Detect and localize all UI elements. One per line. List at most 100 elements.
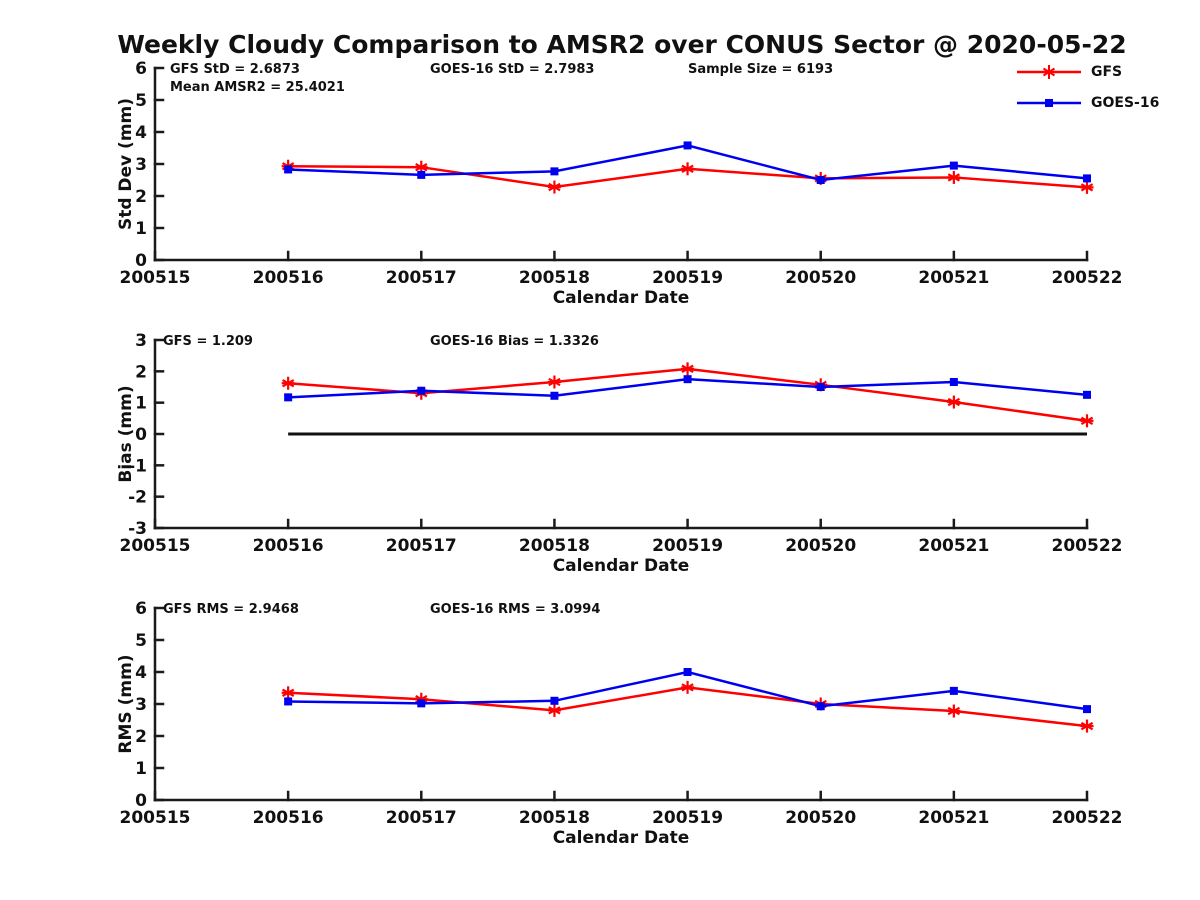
x-tick-label: 200519 [652,268,723,288]
annotation: GOES-16 Bias = 1.3326 [430,334,599,349]
gfs-marker [1080,180,1094,194]
y-tick-label: 5 [135,631,147,651]
goes16-marker [683,375,692,384]
x-tick-label: 200515 [120,536,191,556]
y-tick-label: 2 [135,362,147,382]
annotation: GFS StD = 2.6873 [170,62,300,77]
y-tick-label: 4 [135,123,147,143]
goes16-marker [816,383,825,391]
x-tick-label: 200521 [918,808,989,828]
y-tick-label: 4 [135,663,147,683]
x-tick-label: 200516 [253,536,324,556]
chart-title: Weekly Cloudy Comparison to AMSR2 over C… [117,30,1127,59]
gfs-marker [681,362,695,376]
x-tick-label: 200522 [1052,268,1123,288]
x-tick-label: 200519 [652,808,723,828]
x-tick-label: 200517 [386,808,457,828]
x-tick-label: 200517 [386,536,457,556]
legend-item-gfs: GFS [1015,60,1159,84]
x-tick-label: 200520 [785,536,856,556]
gfs-marker [681,162,695,176]
gfs-marker [281,376,295,390]
legend-item-goes16: GOES-16 [1015,91,1159,115]
x-axis-title: Calendar Date [553,828,690,848]
goes16-marker [417,170,426,179]
goes16-marker [1083,705,1091,714]
gfs-marker [947,395,961,409]
y-tick-label: 6 [135,59,147,79]
x-tick-label: 200518 [519,268,590,288]
x-tick-label: 200521 [918,268,989,288]
gfs-marker [281,686,295,700]
y-tick-label: 0 [135,425,147,445]
goes16-marker [683,141,692,150]
y-tick-label: -3 [128,519,147,539]
x-tick-label: 200516 [253,808,324,828]
goes16-marker [550,167,559,176]
gfs-line-asterisk-icon [1017,65,1081,79]
y-tick-label: 1 [135,219,147,239]
y-axis-title: Bias (mm) [116,385,136,482]
subplot-bias: -3 -2 -1 0 1 2 3 200515 200516 200517 200518 200519… [116,331,1122,576]
x-tick-label: 200520 [785,268,856,288]
goes16-marker [949,161,958,170]
x-tick-label: 200516 [253,268,324,288]
y-tick-label: 2 [135,727,147,747]
legend-label-gfs: GFS [1091,64,1123,80]
x-tick-label: 200515 [120,268,191,288]
gfs-marker [547,375,561,389]
annotation: GFS RMS = 2.9468 [163,602,299,617]
legend-label-goes16: GOES-16 [1091,95,1160,111]
goes16-marker [417,386,426,395]
annotation: GOES-16 RMS = 3.0994 [430,602,600,617]
gfs-marker [681,680,695,694]
goes16-marker [284,165,293,174]
x-tick-label: 200521 [918,536,989,556]
subplot-rms: 0 1 2 3 4 5 6 200515 200516 200517 200518 200519 200… [116,599,1122,848]
goes16-marker [417,699,426,708]
subplot-std-dev: 0 1 2 3 4 5 6 200515 200516 200517 200518 200519 200… [116,59,1122,308]
y-tick-label: -2 [128,488,147,508]
y-axis-title: Std Dev (mm) [116,98,136,230]
gfs-marker [547,703,561,717]
gfs-marker [1080,414,1094,428]
gfs-marker [1080,719,1094,733]
annotation: Sample Size = 6193 [688,62,833,77]
y-tick-label: 0 [135,251,147,271]
x-axis-title: Calendar Date [553,288,690,308]
goes16-marker [1083,390,1091,399]
y-tick-label: 1 [135,759,147,779]
y-tick-label: -1 [128,456,147,476]
goes16-marker [949,377,958,386]
x-tick-label: 200519 [652,536,723,556]
y-tick-label: 3 [135,695,147,715]
x-axis-title: Calendar Date [553,556,690,576]
y-tick-label: 3 [135,331,147,351]
goes16-marker [816,702,825,711]
y-tick-label: 1 [135,394,147,414]
goes16-marker [550,391,559,400]
annotation: GOES-16 StD = 2.7983 [430,62,594,77]
x-tick-label: 200518 [519,808,590,828]
y-tick-label: 3 [135,155,147,175]
gfs-marker [947,704,961,718]
x-tick-label: 200518 [519,536,590,556]
y-axis-title: RMS (mm) [116,654,136,753]
goes16-marker [683,668,692,676]
x-tick-label: 200520 [785,808,856,828]
goes16-marker [550,696,559,705]
gfs-marker [547,180,561,194]
x-tick-label: 200515 [120,808,191,828]
y-tick-label: 0 [135,791,147,811]
x-tick-label: 200517 [386,268,457,288]
legend: GFS GOES-16 [1015,60,1159,122]
goes16-marker [1083,174,1091,183]
goes16-marker [284,697,293,706]
goes16-marker [284,393,293,402]
y-tick-label: 2 [135,187,147,207]
x-tick-label: 200522 [1052,808,1123,828]
goes16-line-square-icon [1017,99,1081,107]
goes16-marker [949,686,958,695]
